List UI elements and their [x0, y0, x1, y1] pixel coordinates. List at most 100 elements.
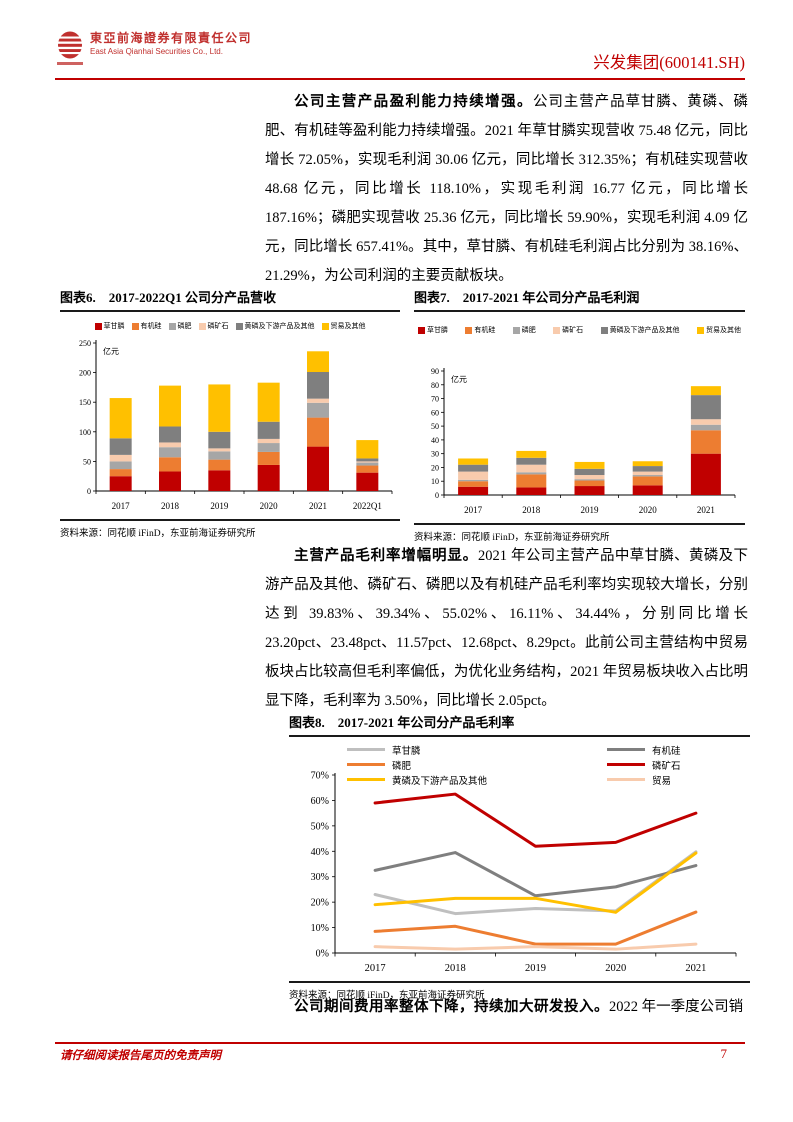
- legend-label: 黄磷及下游产品及其他: [392, 776, 488, 787]
- svg-text:50: 50: [83, 457, 91, 466]
- svg-text:200: 200: [79, 369, 91, 378]
- svg-text:2021: 2021: [309, 501, 327, 511]
- figure-8-legend: 草甘膦 磷肥 黄磷及下游产品及其他 有机硅 磷矿石 贸易: [347, 742, 750, 787]
- paragraph-profitability: 公司主营产品盈利能力持续增强。公司主营产品草甘膦、黄磷、磷肥、有机硅等盈利能力持…: [265, 88, 748, 291]
- legend-swatch: [198, 322, 206, 330]
- svg-text:40%: 40%: [311, 847, 329, 858]
- svg-text:2018: 2018: [161, 501, 180, 511]
- svg-text:0%: 0%: [316, 949, 329, 960]
- legend-label: 草甘膦: [427, 326, 448, 334]
- svg-text:30%: 30%: [311, 872, 329, 883]
- publisher-logo-icon: [57, 31, 83, 65]
- figure-8-source: 资料来源：同花顺 iFinD，东亚前海证券研究所: [289, 981, 750, 1001]
- legend-label: 草甘膦: [392, 746, 421, 757]
- svg-text:2019: 2019: [581, 505, 600, 515]
- legend-swatch: [418, 326, 425, 334]
- figure-7-caption: 2017-2021 年公司分产品毛利润: [462, 290, 640, 305]
- paragraph-lead: 主营产品毛利率增幅明显。: [294, 548, 479, 564]
- legend-item: 黄磷及下游产品及其他: [347, 773, 487, 787]
- legend-label: 磷肥: [177, 322, 192, 330]
- legend-item: 磷肥: [512, 325, 536, 335]
- figure-7-legend: 草甘膦 有机硅 磷肥 磷矿石 黄磷及下游产品及其他 贸易及其他: [414, 325, 745, 335]
- legend-swatch: [131, 322, 139, 330]
- svg-text:2022Q1: 2022Q1: [353, 501, 382, 511]
- publisher-name-en: East Asia Qianhai Securities Co., Ltd.: [90, 47, 223, 56]
- svg-text:100: 100: [79, 428, 91, 437]
- figure-6-caption: 2017-2022Q1 公司分产品营收: [108, 290, 276, 305]
- svg-text:90: 90: [431, 367, 439, 376]
- legend-label: 黄磷及下游产品及其他: [244, 322, 315, 330]
- legend-swatch: [607, 747, 646, 752]
- legend-item: 有机硅: [465, 325, 495, 335]
- gross-margin-line-chart: 0% 10% 20% 30% 40% 50% 60% 70% 2017 2018 2019 2020 2…: [311, 771, 737, 974]
- svg-text:10%: 10%: [311, 923, 329, 934]
- svg-text:0: 0: [87, 487, 91, 496]
- figure-8-label: 图表8.: [289, 715, 325, 730]
- stock-title: 兴发集团(600141.SH): [593, 53, 745, 72]
- legend-item: 磷矿石: [198, 321, 229, 331]
- svg-text:80: 80: [431, 381, 439, 390]
- footer-rule: [55, 1042, 745, 1044]
- legend-swatch: [600, 326, 608, 334]
- publisher-name-cn: 東亞前海證券有限責任公司: [90, 31, 253, 45]
- legend-swatch: [696, 326, 704, 334]
- legend-label: 磷矿石: [562, 326, 584, 334]
- legend-label: 贸易: [652, 776, 672, 787]
- legend-swatch: [553, 326, 561, 334]
- legend-swatch: [465, 326, 473, 334]
- legend-label: 贸易及其他: [705, 326, 741, 334]
- svg-text:20: 20: [431, 463, 439, 472]
- svg-text:40: 40: [431, 436, 439, 445]
- legend-swatch: [94, 322, 102, 330]
- legend-swatch: [235, 322, 243, 330]
- svg-text:亿元: 亿元: [451, 374, 467, 384]
- svg-text:亿元: 亿元: [103, 346, 119, 356]
- legend-item: 草甘膦: [94, 321, 125, 331]
- legend-label: 贸易及其他: [330, 322, 366, 330]
- legend-item: 磷肥: [168, 321, 192, 331]
- footer-disclaimer: 请仔细阅读报告尾页的免责声明: [60, 1050, 221, 1062]
- figure-8-title: 图表8. 2017-2021 年公司分产品毛利率: [289, 714, 750, 737]
- svg-text:2017: 2017: [464, 505, 483, 515]
- publisher-logo: 東亞前海證券有限責任公司 East Asia Qianhai Securitie…: [57, 31, 253, 65]
- legend-swatch: [512, 326, 520, 334]
- legend-label: 有机硅: [140, 322, 162, 330]
- legend-item: 贸易及其他: [696, 325, 741, 335]
- legend-swatch: [168, 322, 176, 330]
- legend-item: 磷肥: [347, 758, 487, 772]
- legend-item: 草甘膦: [418, 325, 448, 335]
- legend-label: 磷肥: [521, 326, 536, 334]
- figure-7-title: 图表7. 2017-2021 年公司分产品毛利润: [414, 289, 745, 312]
- svg-text:20%: 20%: [311, 898, 329, 909]
- legend-item: 磷矿石: [553, 325, 583, 335]
- svg-text:10: 10: [431, 477, 439, 486]
- legend-label: 有机硅: [474, 326, 496, 334]
- svg-text:2019: 2019: [525, 963, 546, 974]
- gross-profit-stacked-bar-chart: 0 10 20 30 40 50 60 70 80 90 亿元 2017 2018 2019 2020 202…: [431, 367, 736, 515]
- svg-text:60: 60: [431, 408, 439, 417]
- svg-text:2020: 2020: [639, 505, 658, 515]
- svg-text:60%: 60%: [311, 796, 329, 807]
- legend-swatch: [347, 777, 385, 782]
- figure-7-label: 图表7.: [414, 290, 450, 305]
- svg-text:0: 0: [435, 491, 439, 500]
- legend-item: 贸易: [607, 773, 681, 787]
- figure-8-gross-margin-by-product: 图表8. 2017-2021 年公司分产品毛利率 草甘膦磷肥黄磷及下游产品及其他 有…: [289, 714, 750, 1001]
- svg-text:2017: 2017: [365, 963, 386, 974]
- legend-label: 有机硅: [652, 746, 681, 757]
- legend-label: 黄磷及下游产品及其他: [609, 326, 680, 334]
- svg-text:50%: 50%: [311, 821, 329, 832]
- legend-item: 黄磷及下游产品及其他: [235, 321, 315, 331]
- legend-label: 磷肥: [392, 761, 412, 772]
- svg-text:150: 150: [79, 398, 91, 407]
- figure-6-label: 图表6.: [60, 290, 96, 305]
- legend-swatch: [607, 777, 646, 782]
- svg-text:70%: 70%: [311, 771, 329, 782]
- legend-label: 磷矿石: [207, 322, 229, 330]
- svg-text:30: 30: [431, 450, 439, 459]
- figure-6-legend: 草甘膦 有机硅 磷肥 磷矿石 黄磷及下游产品及其他 贸易及其他: [60, 321, 400, 331]
- paragraph-expense-ratio: 公司期间费用率整体下降，持续加大研发投入。2022 年一季度公司销: [265, 993, 748, 1022]
- legend-swatch: [347, 747, 385, 752]
- paragraph-body: 公司主营产品草甘膦、黄磷、磷肥、有机硅等盈利能力持续增强。2021 年草甘膦实现…: [265, 94, 749, 284]
